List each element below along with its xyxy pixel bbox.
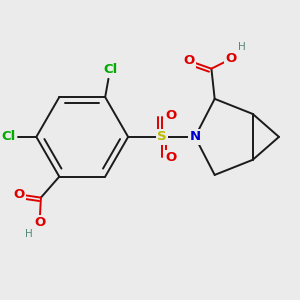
Text: Cl: Cl — [1, 130, 15, 143]
Text: O: O — [13, 188, 24, 201]
Text: O: O — [225, 52, 237, 65]
Text: O: O — [166, 152, 177, 164]
Text: O: O — [184, 54, 195, 67]
Text: N: N — [189, 130, 201, 143]
Text: H: H — [238, 42, 246, 52]
Text: Cl: Cl — [103, 63, 118, 76]
Text: H: H — [25, 229, 33, 239]
Text: O: O — [166, 110, 177, 122]
Text: O: O — [34, 216, 45, 229]
Text: S: S — [158, 130, 167, 143]
